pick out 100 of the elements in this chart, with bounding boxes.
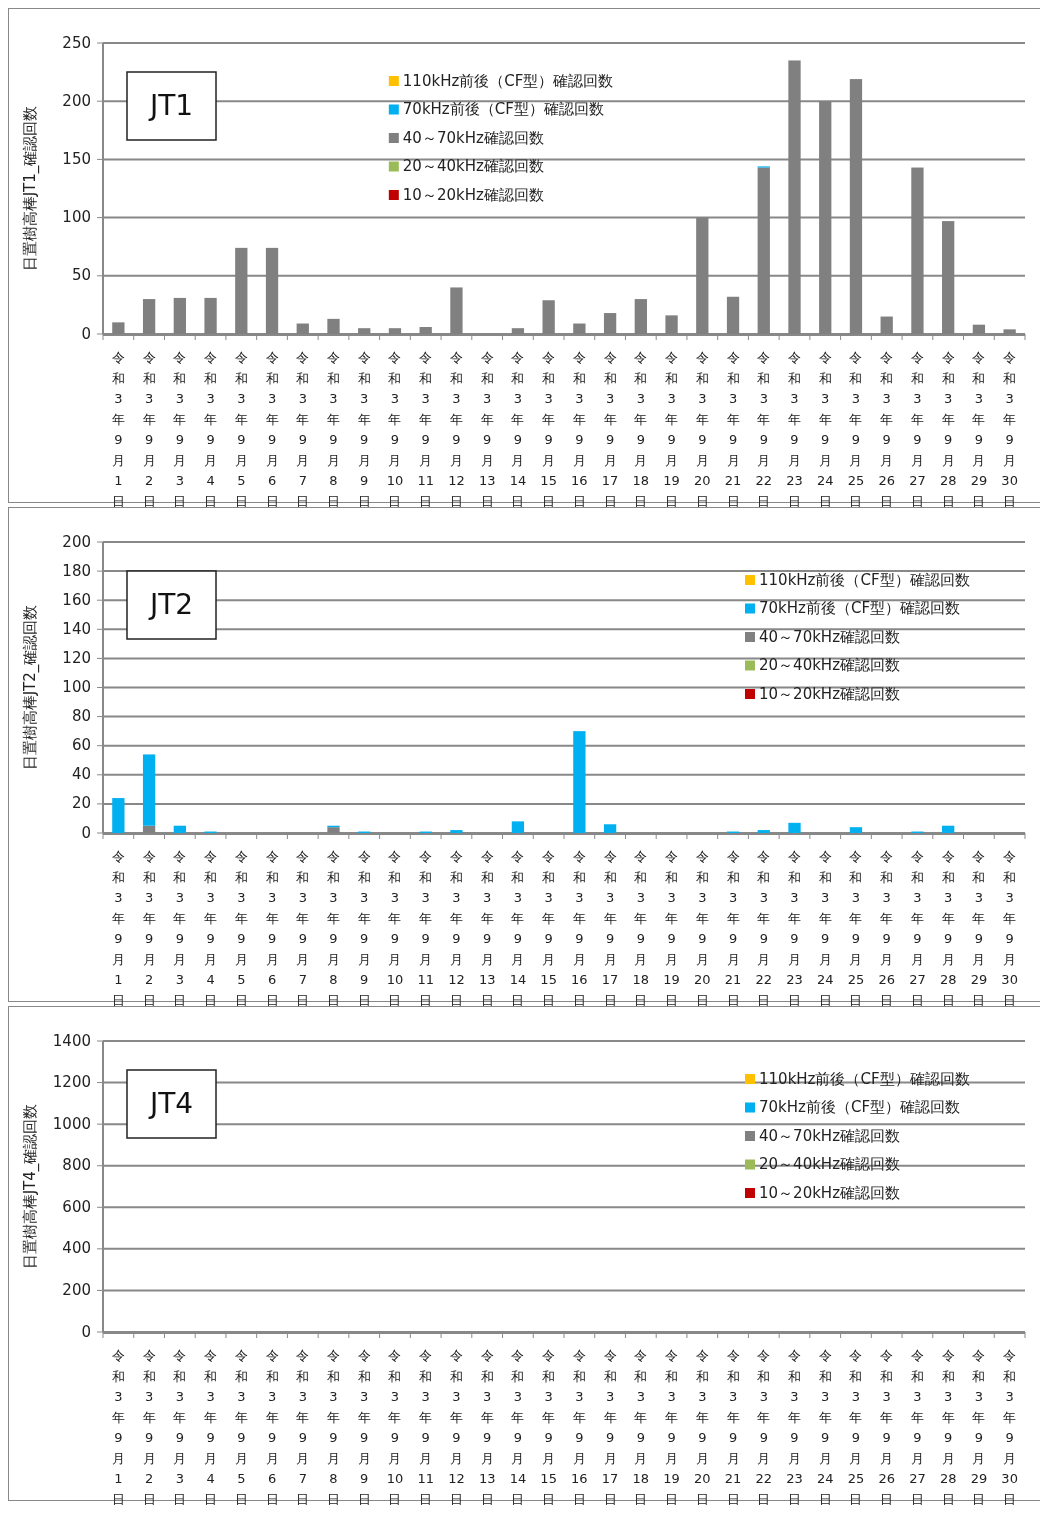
y-tick-label: 80 (71, 707, 91, 726)
x-tick-label: 令和3年9月18日 (632, 350, 650, 509)
y-tick-label: 120 (62, 648, 91, 667)
y-tick-label: 1200 (52, 1073, 91, 1092)
x-tick-label: 令和3年9月23日 (786, 350, 803, 509)
x-tick-label: 令和3年9月13日 (478, 350, 496, 509)
x-tick-label: 令和3年9月7日 (296, 350, 310, 509)
x-tick-label: 令和3年9月29日 (970, 350, 988, 509)
x-tick-label: 令和3年9月10日 (386, 1348, 404, 1507)
bar (573, 731, 586, 833)
x-tick-label: 令和3年9月22日 (755, 849, 773, 1008)
x-tick-label: 令和3年9月26日 (878, 849, 895, 1008)
legend-label: 70kHz前後（CF型）確認回数 (759, 599, 961, 617)
x-tick-label: 令和3年9月17日 (601, 1348, 619, 1507)
text: JT1 (147, 89, 194, 122)
x-tick-label: 令和3年9月1日 (111, 849, 125, 1008)
legend-label: 20～40kHz確認回数 (402, 157, 544, 175)
x-tick-label: 令和3年9月23日 (786, 1348, 803, 1507)
x-tick-label: 令和3年9月18日 (632, 849, 650, 1008)
y-tick-label: 200 (62, 532, 91, 551)
y-tick-label: 0 (81, 1322, 91, 1341)
x-tick-label: 令和3年9月24日 (816, 849, 834, 1008)
x-tick-label: 令和3年9月1日 (111, 1348, 125, 1507)
x-tick-label: 令和3年9月21日 (724, 350, 742, 509)
text: JT2 (147, 588, 194, 621)
y-tick-label: 100 (62, 678, 91, 696)
x-tick-label: 令和3年9月9日 (357, 1348, 371, 1507)
x-tick-label: 令和3年9月12日 (448, 350, 465, 509)
x-tick-label: 令和3年9月27日 (909, 849, 926, 1008)
x-tick-label: 令和3年9月5日 (234, 849, 248, 1008)
x-tick-label: 令和3年9月9日 (357, 849, 371, 1008)
bar (849, 827, 863, 833)
bar (511, 821, 525, 833)
x-tick-label: 令和3年9月13日 (478, 849, 496, 1008)
bar (603, 824, 617, 833)
x-tick-label: 令和3年9月6日 (265, 849, 279, 1008)
x-tick-label: 令和3年9月8日 (327, 350, 340, 509)
x-tick-label: 令和3年9月8日 (327, 849, 340, 1008)
x-tick-label: 令和3年9月20日 (694, 1348, 711, 1507)
bar (757, 830, 770, 833)
legend-label: 20～40kHz確認回数 (759, 656, 901, 674)
x-tick-label: 令和3年9月4日 (204, 1348, 218, 1507)
x-tick-label: 令和3年9月3日 (173, 849, 187, 1008)
x-tick-label: 令和3年9月26日 (878, 350, 895, 509)
legend-label: 40～70kHz確認回数 (759, 627, 901, 646)
y-tick-label: 50 (71, 266, 91, 285)
bar (142, 754, 156, 826)
bar (173, 825, 186, 833)
legend-label: 70kHz前後（CF型）確認回数 (759, 1098, 961, 1116)
y-tick-label: 600 (62, 1197, 91, 1216)
bar (788, 822, 801, 833)
bar (942, 825, 955, 833)
y-tick-label: 20 (71, 794, 91, 813)
bar (450, 830, 463, 833)
x-tick-label: 令和3年9月3日 (173, 1348, 187, 1507)
y-tick-label: 150 (62, 149, 91, 168)
legend-label: 40～70kHz確認回数 (759, 1126, 901, 1145)
legend-label: 40～70kHz確認回数 (402, 128, 544, 147)
x-tick-label: 令和3年9月27日 (909, 1348, 926, 1507)
y-axis-title: 日置樹高棒JT4_確認回数 (20, 1103, 40, 1270)
x-tick-label: 令和3年9月30日 (1001, 849, 1018, 1008)
y-tick-label: 800 (62, 1156, 91, 1175)
y-axis-title: 日置樹高棒JT1_確認回数 (20, 105, 40, 272)
y-tick-label: 40 (71, 765, 91, 784)
x-tick-label: 令和3年9月22日 (755, 350, 773, 509)
x-tick-label: 令和3年9月23日 (786, 849, 803, 1008)
text: JT4 (147, 1087, 194, 1120)
x-tick-label: 令和3年9月21日 (724, 849, 742, 1008)
legend-label: 110kHz前後（CF型）確認回数 (402, 71, 614, 90)
x-tick-label: 令和3年9月27日 (909, 350, 926, 509)
x-tick-label: 令和3年9月14日 (509, 849, 527, 1008)
x-tick-label: 令和3年9月16日 (571, 849, 588, 1008)
x-tick-label: 令和3年9月20日 (694, 350, 711, 509)
y-tick-label: 180 (62, 561, 91, 580)
x-tick-label: 令和3年9月3日 (173, 350, 187, 509)
legend-label: 10～20kHz確認回数 (402, 185, 544, 204)
x-tick-label: 令和3年9月26日 (878, 1348, 895, 1507)
legend-label: 110kHz前後（CF型）確認回数 (759, 1069, 970, 1088)
y-tick-label: 160 (62, 590, 91, 609)
legend-label: 10～20kHz確認回数 (759, 684, 901, 703)
x-tick-label: 令和3年9月28日 (939, 350, 957, 509)
x-tick-label: 令和3年9月25日 (847, 849, 865, 1008)
x-tick-label: 令和3年9月12日 (448, 1348, 465, 1507)
y-tick-label: 1400 (52, 1031, 91, 1050)
x-tick-label: 令和3年9月28日 (939, 849, 957, 1008)
legend-label: 70kHz前後（CF型）確認回数 (402, 100, 604, 118)
x-tick-label: 令和3年9月19日 (663, 849, 680, 1008)
x-tick-label: 令和3年9月16日 (571, 1348, 588, 1507)
x-tick-label: 令和3年9月8日 (327, 1348, 340, 1507)
x-tick-label: 令和3年9月11日 (417, 350, 434, 509)
x-tick-label: 令和3年9月6日 (265, 1348, 279, 1507)
x-tick-label: 令和3年9月10日 (386, 849, 404, 1008)
x-tick-label: 令和3年9月12日 (448, 849, 465, 1008)
x-tick-label: 令和3年9月4日 (204, 849, 218, 1008)
x-tick-label: 令和3年9月24日 (816, 350, 834, 509)
x-tick-label: 令和3年9月19日 (663, 1348, 680, 1507)
y-tick-label: 250 (62, 33, 91, 52)
x-tick-label: 令和3年9月4日 (204, 350, 218, 509)
y-tick-label: 140 (62, 619, 91, 638)
x-tick-label: 令和3年9月30日 (1001, 350, 1018, 509)
